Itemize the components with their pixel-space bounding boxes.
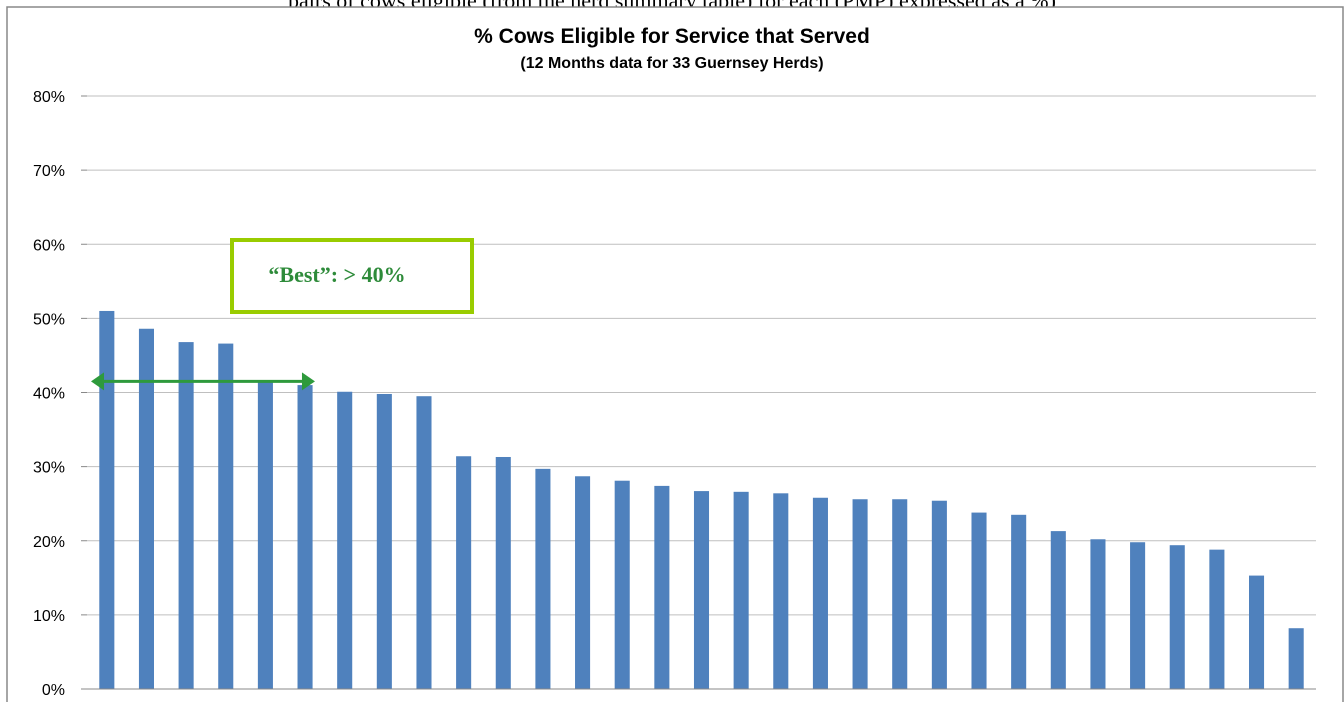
bar (931, 500, 947, 689)
bar (376, 393, 392, 689)
bars (99, 310, 1304, 689)
bar (1169, 545, 1185, 689)
y-tick-label: 60% (33, 237, 65, 254)
bar (852, 499, 868, 689)
bar (654, 485, 670, 689)
bar (1288, 628, 1304, 689)
bar (1090, 539, 1106, 689)
bar (178, 342, 194, 689)
y-tick-label: 0% (42, 682, 65, 699)
annotation-box (230, 238, 474, 314)
y-tick-label: 10% (33, 608, 65, 625)
bar (257, 381, 273, 689)
chart-subtitle: (12 Months data for 33 Guernsey Herds) (520, 55, 823, 72)
bar (892, 499, 908, 689)
bar (416, 396, 432, 689)
bar (575, 476, 591, 689)
bar (138, 328, 155, 689)
bar (693, 491, 710, 689)
bar (535, 468, 551, 689)
bar (1248, 575, 1265, 689)
bar (971, 512, 987, 689)
bar (495, 456, 511, 689)
y-tick-label: 50% (33, 311, 65, 328)
bar (218, 343, 234, 689)
bar (773, 493, 789, 689)
bar (337, 391, 353, 689)
y-tick-label: 20% (33, 534, 65, 551)
bar (733, 491, 749, 689)
arrow-head-left (91, 372, 104, 391)
annotation-label: “Best”: > 40% (268, 262, 405, 287)
bar (614, 480, 630, 689)
bar (456, 456, 472, 689)
y-tick-label: 40% (33, 386, 65, 403)
y-tick-label: 30% (33, 460, 65, 477)
bar (1011, 514, 1027, 689)
best-annotation: “Best”: > 40% (230, 238, 474, 314)
y-axis-ticks: 0% 10% 20% 30% 40% 50% 60% 70% 80% (33, 89, 87, 699)
y-tick-label: 70% (33, 163, 65, 180)
range-arrow (91, 372, 315, 391)
bar (1209, 549, 1225, 689)
y-tick-label: 80% (33, 89, 65, 106)
bar (297, 385, 313, 689)
bar (1050, 531, 1066, 689)
bar (99, 310, 115, 689)
arrow-head-right (301, 372, 315, 391)
bar (1130, 542, 1146, 689)
bar (812, 497, 828, 689)
chart-title: % Cows Eligible for Service that Served (474, 25, 870, 48)
